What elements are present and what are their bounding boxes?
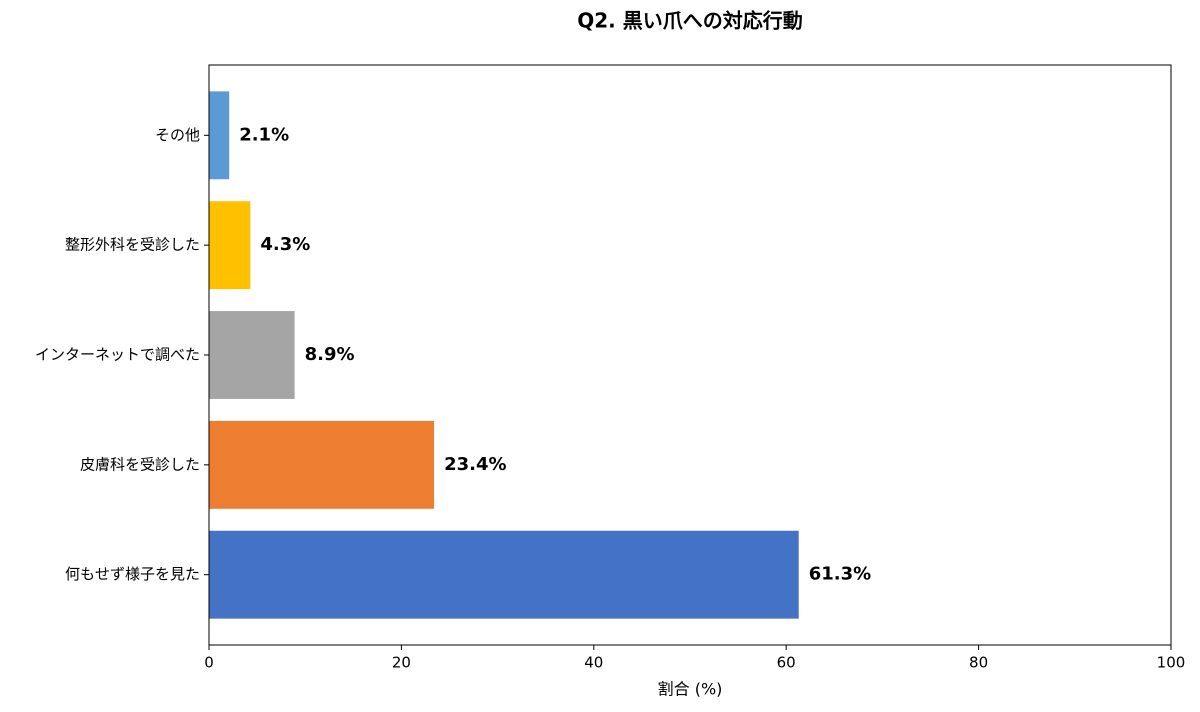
value-label: 2.1% xyxy=(239,124,289,145)
x-axis-label: 割合 (%) xyxy=(658,680,723,699)
value-label: 4.3% xyxy=(260,234,310,255)
bar xyxy=(209,311,295,399)
bar xyxy=(209,420,435,509)
y-tick-label: 皮膚科を受診した xyxy=(80,455,200,473)
y-tick-label: その他 xyxy=(155,126,200,144)
value-label: 23.4% xyxy=(444,454,506,475)
y-tick-label: インターネットで調べた xyxy=(35,346,200,364)
chart-title: Q2. 黒い爪への対応行動 xyxy=(577,9,802,33)
plot-frame xyxy=(208,64,1172,646)
bar xyxy=(209,91,230,180)
value-label: 61.3% xyxy=(809,564,871,585)
x-tick-label: 60 xyxy=(777,654,796,672)
x-tick-label: 40 xyxy=(584,654,603,672)
x-tick-label: 80 xyxy=(969,654,988,672)
bar xyxy=(209,201,251,290)
x-tick-label: 100 xyxy=(1157,654,1186,672)
y-tick-label: 何もせず様子を見た xyxy=(65,565,200,583)
x-tick-label: 0 xyxy=(204,654,214,672)
y-tick-label: 整形外科を受診した xyxy=(65,236,200,254)
x-tick-label: 20 xyxy=(392,654,411,672)
value-label: 8.9% xyxy=(305,344,355,365)
bar xyxy=(209,530,799,619)
